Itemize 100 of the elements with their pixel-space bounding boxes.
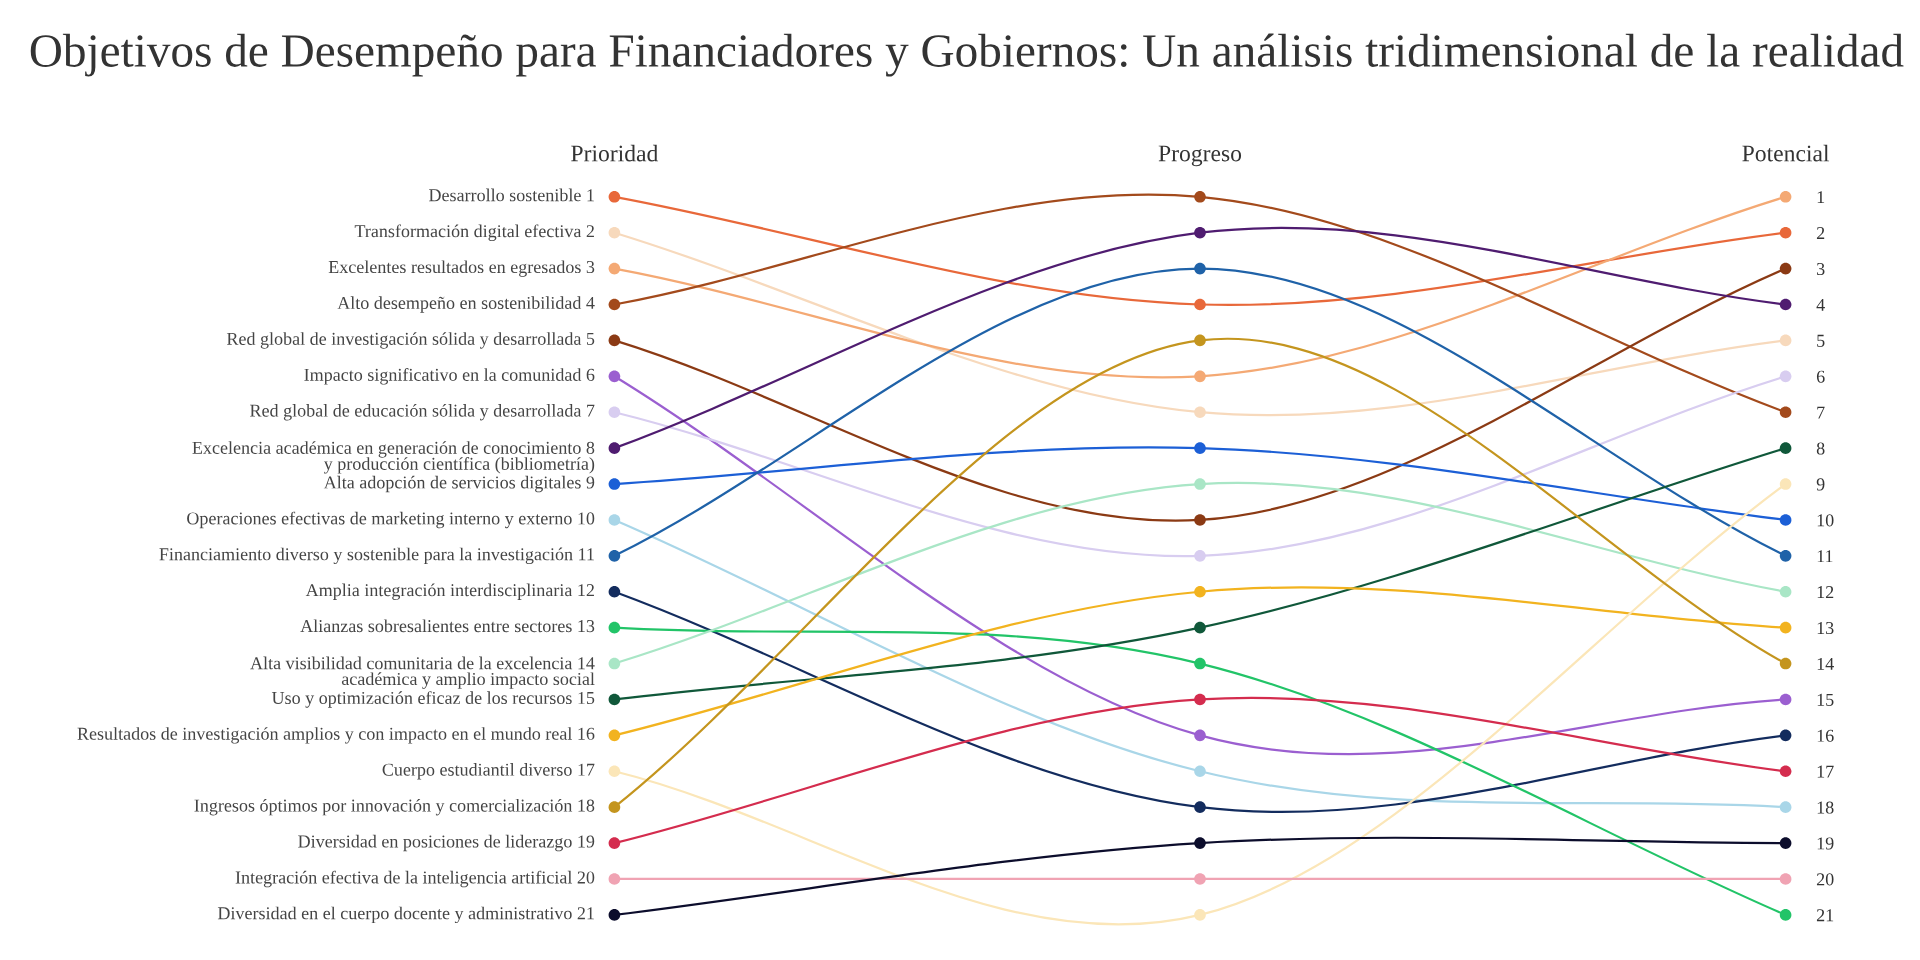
y-tick-label: 8 <box>1816 442 1825 455</box>
point <box>1194 585 1206 598</box>
y-tick-label: 15 <box>1817 693 1834 706</box>
point <box>1779 190 1792 203</box>
point <box>1194 334 1206 347</box>
point <box>608 873 621 885</box>
series-label: Alto desempeño en sostenibilidad 4 <box>337 296 595 313</box>
y-tick-label: 9 <box>1816 478 1825 491</box>
y-tick-label: 19 <box>1817 837 1834 850</box>
point <box>1194 406 1206 419</box>
y-tick-label: 7 <box>1817 406 1825 419</box>
x-tick-label: Progreso <box>1158 145 1242 167</box>
point <box>1194 514 1206 526</box>
point <box>608 226 621 239</box>
series-label: Diversidad en el cuerpo docente y administrativo 21 <box>217 906 594 924</box>
y-tick-label: 20 <box>1816 873 1834 886</box>
point <box>608 298 621 311</box>
series-label: Red global de investigación sólida y desarrollada 5 <box>226 332 595 349</box>
series-label: Financiamiento diverso y sostenible para la investigación 11 <box>159 547 594 565</box>
point <box>608 765 621 778</box>
point <box>1194 873 1206 885</box>
point <box>608 370 621 383</box>
series-label: Integración efectiva de la inteligencia artificial 20 <box>235 870 595 888</box>
point <box>1779 370 1792 383</box>
series-label: Diversidad en posiciones de liderazgo 19 <box>298 834 595 852</box>
point <box>1194 693 1206 706</box>
series-label: Ingresos óptimos por innovación y comercialización 18 <box>194 798 595 816</box>
point <box>608 621 621 634</box>
point <box>608 442 621 454</box>
point <box>608 693 621 706</box>
point <box>608 190 621 203</box>
y-tick-label: 1 <box>1817 191 1825 204</box>
point <box>608 406 621 419</box>
y-tick-label: 2 <box>1816 227 1825 239</box>
point <box>1779 657 1792 670</box>
point <box>1194 729 1206 742</box>
y-tick-label: 21 <box>1816 909 1834 922</box>
y-tick-label: 14 <box>1817 657 1834 670</box>
point <box>1194 226 1206 239</box>
series-label: Operaciones efectivas de marketing interno y externo 10 <box>187 511 595 529</box>
y-tick-label: 4 <box>1816 298 1825 311</box>
series-label: Red global de educación sólida y desarrollada 7 <box>250 404 595 421</box>
series-label: Alianzas sobresalientes entre sectores 13 <box>300 619 595 633</box>
point <box>1779 873 1792 885</box>
series-label: Amplia integración interdisciplinaria 12 <box>305 583 594 600</box>
point <box>1779 262 1792 275</box>
point <box>608 550 621 562</box>
point <box>1194 837 1206 849</box>
point <box>1779 585 1792 598</box>
point <box>608 478 621 490</box>
point <box>1779 298 1792 311</box>
point <box>1779 478 1792 490</box>
point <box>608 514 621 526</box>
point <box>1779 442 1792 454</box>
y-tick-label: 11 <box>1817 550 1833 563</box>
y-tick-label: 6 <box>1816 370 1825 383</box>
point <box>1779 801 1792 813</box>
point <box>1194 765 1206 778</box>
y-tick-label: 18 <box>1817 801 1834 814</box>
point <box>608 837 621 849</box>
point <box>608 909 621 921</box>
point <box>1779 550 1792 562</box>
series-label: Resultados de investigación amplios y con impacto en el mundo real 16 <box>77 727 595 744</box>
point <box>1194 262 1206 275</box>
point <box>1194 801 1206 813</box>
point <box>1779 514 1792 526</box>
point <box>1194 298 1206 311</box>
point <box>1779 226 1792 239</box>
y-tick-label: 13 <box>1817 621 1834 635</box>
series-label: Alta adopción de servicios digitales 9 <box>323 475 595 493</box>
point <box>1194 550 1206 562</box>
series-label: Excelentes resultados en egresados 3 <box>328 260 595 277</box>
series-label: Desarrollo sostenible 1 <box>428 188 594 202</box>
point <box>1779 765 1792 778</box>
point <box>1194 478 1206 490</box>
y-tick-label: 16 <box>1817 729 1834 742</box>
series-label: Uso y optimización eficaz de los recursos 15 <box>271 691 595 708</box>
point <box>608 729 621 742</box>
point <box>1779 909 1792 921</box>
series-label: Alta visibilidad comunitaria de la excelencia 14 académica y amplio impacto social <box>250 656 595 689</box>
y-tick-label: 17 <box>1817 765 1834 778</box>
y-tick-label: 12 <box>1817 586 1834 599</box>
point <box>608 585 621 598</box>
point <box>608 262 621 275</box>
y-tick-label: 3 <box>1817 262 1825 276</box>
point <box>608 334 621 347</box>
point <box>1194 621 1206 634</box>
point <box>1194 442 1206 454</box>
x-tick-label: Potencial <box>1742 144 1830 162</box>
point <box>608 657 621 670</box>
point <box>1779 406 1792 419</box>
point <box>1779 334 1792 347</box>
x-tick-label: Prioridad <box>571 144 659 162</box>
point <box>1779 729 1792 742</box>
series-label: Cuerpo estudiantil diverso 17 <box>382 763 595 780</box>
point <box>1194 370 1206 383</box>
point <box>1194 190 1206 203</box>
point <box>1779 693 1792 706</box>
y-tick-label: 5 <box>1817 334 1825 347</box>
point <box>1194 657 1206 670</box>
